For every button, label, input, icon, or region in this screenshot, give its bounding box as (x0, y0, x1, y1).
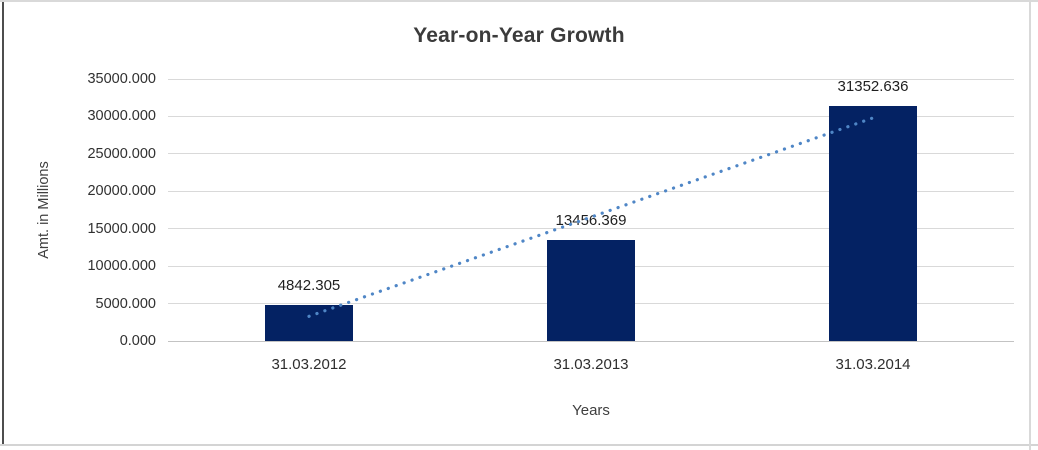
y-tick-label: 5000.000 (95, 295, 156, 312)
y-tick-label: 20000.000 (87, 183, 156, 200)
y-tick-label: 15000.000 (87, 220, 156, 237)
gridline-y-25000 (168, 153, 1014, 155)
page-border-bottom (0, 444, 1038, 446)
y-tick-label: 0.000 (119, 333, 156, 349)
gridline-y-30000 (168, 115, 1014, 117)
gridline-y-0 (168, 340, 1014, 342)
x-tick-label: 31.03.2014 (835, 356, 911, 373)
bar-31.03.2014 (829, 106, 917, 341)
trendline (307, 116, 875, 318)
bar-value-label: 13456.369 (555, 212, 627, 230)
gridline-y-35000 (168, 78, 1014, 80)
page-border-top (0, 0, 1038, 2)
bar-31.03.2012 (265, 304, 353, 341)
y-tick-label: 10000.000 (87, 258, 156, 275)
chart-title: Year-on-Year Growth (413, 24, 625, 47)
bar-value-label: 31352.636 (837, 78, 909, 96)
y-tick-label: 35000.000 (87, 71, 156, 87)
page-border-left (2, 2, 4, 444)
bar-value-label: 4842.305 (277, 276, 341, 294)
gridline-y-20000 (168, 190, 1014, 192)
plot-area: 4842.305 13456.369 31352.636 (168, 78, 1014, 342)
y-tick-label: 30000.000 (87, 108, 156, 125)
x-tick-label: 31.03.2013 (553, 356, 629, 373)
x-tick-label: 31.03.2012 (271, 356, 347, 373)
gridline-y-15000 (168, 228, 1014, 230)
page-border-right (1029, 0, 1031, 450)
x-axis-title: Years (572, 402, 610, 419)
y-tick-label: 25000.000 (87, 145, 156, 162)
bar-31.03.2013 (547, 240, 635, 341)
